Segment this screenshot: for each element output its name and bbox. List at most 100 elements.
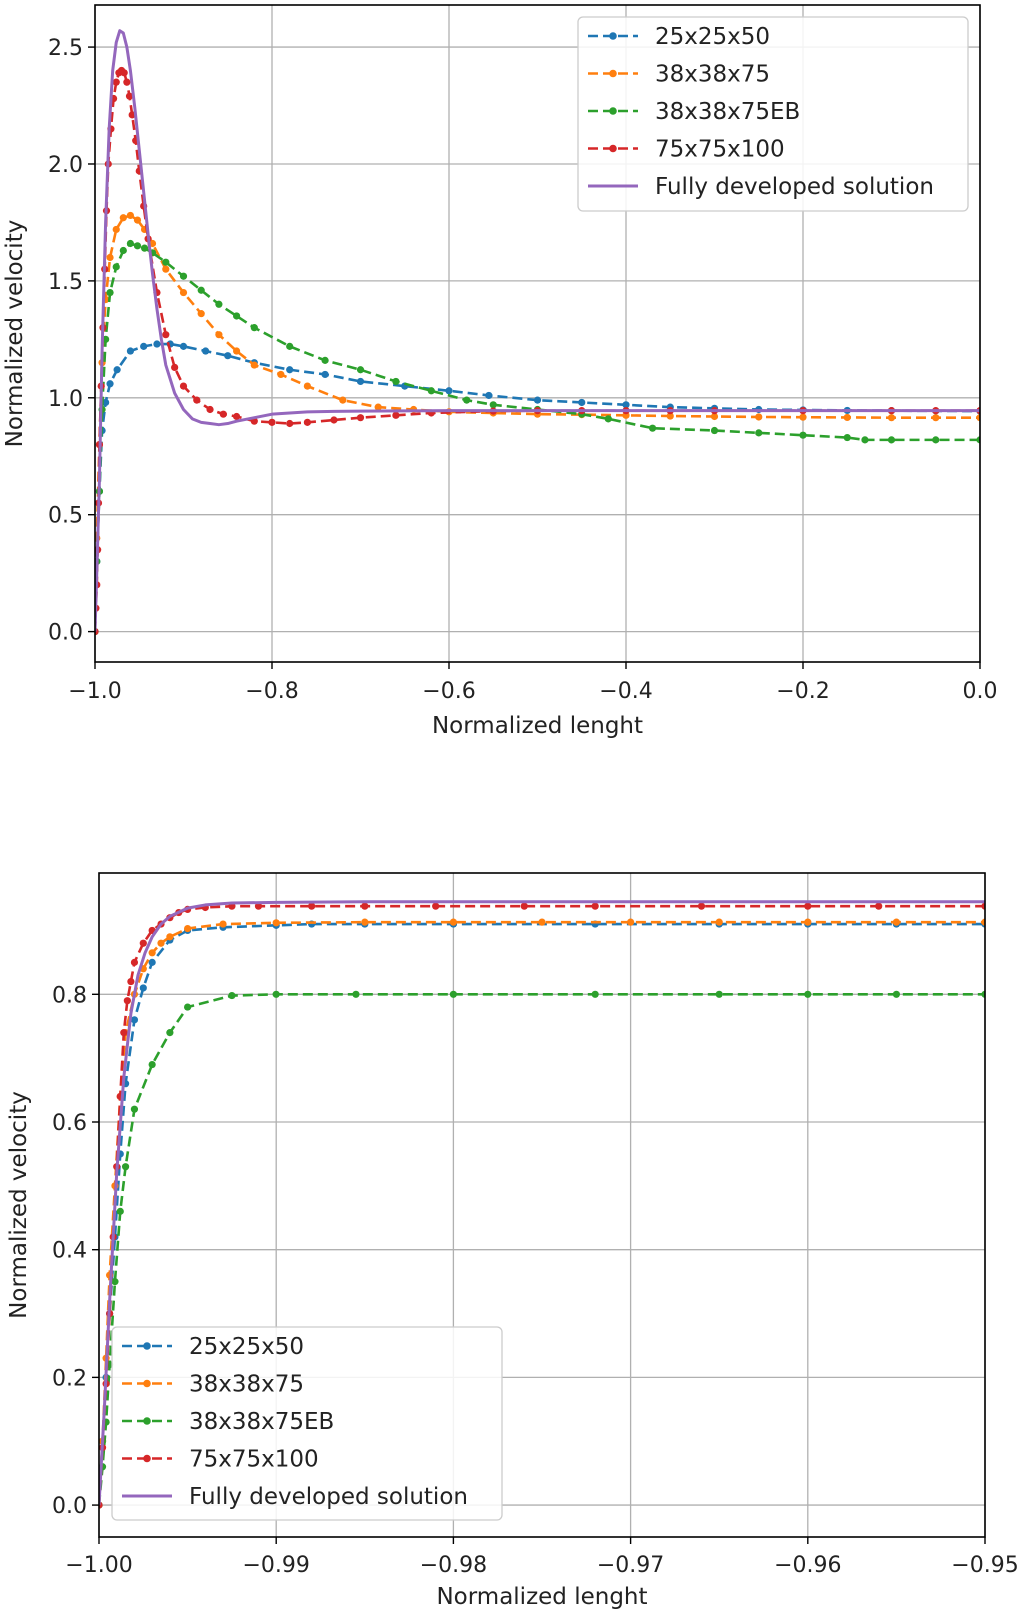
data-point-25x25x50 <box>578 398 586 407</box>
data-point-38x38x75 <box>233 347 241 355</box>
data-point-75x75x100 <box>981 902 985 910</box>
data-point-38x38x75eb <box>119 246 127 255</box>
x-tick-label: −0.95 <box>951 1553 1018 1578</box>
legend-item-25x25x50: 25x25x50 <box>588 24 770 50</box>
data-point-38x38x75 <box>162 265 170 273</box>
axes-frame <box>98 872 986 1538</box>
data-point-38x38x75 <box>892 918 901 926</box>
legend-marker <box>143 1379 151 1388</box>
y-tick-label: 0.0 <box>52 1494 87 1519</box>
data-point-38x38x75eb <box>140 244 149 252</box>
x-axis-label: Normalized lenght <box>436 1584 647 1610</box>
data-point-38x38x75eb <box>799 431 807 439</box>
data-point-38x38x75 <box>449 918 457 926</box>
y-tick-label: 0.5 <box>48 504 83 529</box>
data-point-75x75x100 <box>361 902 369 910</box>
legend-label: 25x25x50 <box>655 24 770 50</box>
data-point-75x75x100 <box>125 92 134 100</box>
x-axis-label: Normalized lenght <box>432 713 643 739</box>
data-point-38x38x75eb <box>932 436 940 444</box>
data-point-38x38x75 <box>538 918 546 926</box>
data-point-38x38x75eb <box>804 990 812 998</box>
data-point-38x38x75 <box>303 382 311 390</box>
data-point-75x75x100 <box>591 902 599 910</box>
data-point-38x38x75 <box>666 412 674 420</box>
data-point-38x38x75eb <box>166 1029 174 1037</box>
legend-box <box>111 1326 503 1521</box>
data-point-75x75x100 <box>392 411 400 419</box>
y-tick-label: 2.0 <box>48 153 83 178</box>
data-point-38x38x75eb <box>489 401 497 409</box>
data-point-38x38x75eb <box>286 342 294 350</box>
data-point-75x75x100 <box>520 902 528 910</box>
series-group <box>95 29 980 636</box>
data-point-75x75x100 <box>356 414 365 422</box>
data-point-38x38x75eb <box>861 436 869 444</box>
data-point-25x25x50 <box>179 342 188 350</box>
x-tick-label: −0.6 <box>422 679 475 704</box>
y-tick-label: 0.8 <box>52 983 87 1008</box>
data-point-38x38x75eb <box>427 387 435 395</box>
data-point-38x38x75 <box>887 414 896 422</box>
data-point-75x75x100 <box>123 78 131 86</box>
data-point-38x38x75eb <box>321 356 329 364</box>
data-point-75x75x100 <box>432 902 440 910</box>
series-line-25x25x50 <box>95 342 980 632</box>
x-tick-label: −0.8 <box>245 679 298 704</box>
legend-label: 75x75x100 <box>189 1447 319 1473</box>
legend: 25x25x50 38x38x75 38x38x75EB 75x75x100 Fully… <box>111 1326 503 1521</box>
data-point-38x38x75eb <box>228 991 236 1000</box>
data-point-38x38x75 <box>272 919 280 927</box>
x-tick-label: −0.97 <box>597 1553 664 1578</box>
data-point-25x25x50 <box>153 340 161 348</box>
data-point-25x25x50 <box>321 370 329 379</box>
x-tick-label: −1.0 <box>68 679 121 704</box>
data-point-38x38x75 <box>710 412 719 421</box>
data-point-38x38x75 <box>339 396 347 404</box>
x-tick-label: −0.99 <box>242 1553 309 1578</box>
data-point-75x75x100 <box>179 382 188 390</box>
x-tick-label: −0.4 <box>599 679 652 704</box>
data-point-75x75x100 <box>697 902 706 910</box>
x-tick-label: −0.2 <box>776 679 829 704</box>
data-point-38x38x75 <box>250 361 258 369</box>
axes-frame <box>94 4 981 663</box>
data-point-38x38x75 <box>277 370 285 379</box>
data-point-38x38x75eb <box>352 990 360 998</box>
legend-item-fully-developed-solution: Fully developed solution <box>122 1484 468 1510</box>
data-point-75x75x100 <box>233 412 241 421</box>
data-point-75x75x100 <box>120 1029 128 1037</box>
data-point-38x38x75eb <box>463 396 471 404</box>
series-line-fully-developed-solution <box>99 900 985 1506</box>
data-point-75x75x100 <box>219 410 227 418</box>
data-point-25x25x50 <box>113 366 121 374</box>
chart-velocity-near-wall: −1.00 −0.99 −0.98 −0.97 −0.96 −0.95 0.0 0.2 0.4 0… <box>6 872 1019 1610</box>
legend-label: 75x75x100 <box>655 137 785 163</box>
data-point-38x38x75eb <box>121 1163 130 1171</box>
legend-marker <box>609 32 617 40</box>
data-point-25x25x50 <box>485 391 493 400</box>
y-axis-label: Normalized velocity <box>6 1091 32 1319</box>
data-point-38x38x75eb <box>591 990 599 998</box>
data-point-38x38x75 <box>148 949 156 957</box>
data-point-38x38x75 <box>126 211 134 220</box>
data-point-38x38x75 <box>179 288 188 297</box>
data-point-38x38x75eb <box>392 377 400 386</box>
data-point-38x38x75 <box>197 310 205 318</box>
data-point-38x38x75eb <box>250 324 258 332</box>
data-point-38x38x75eb <box>162 258 170 266</box>
data-point-38x38x75 <box>374 403 382 411</box>
data-point-38x38x75eb <box>356 366 365 374</box>
data-point-38x38x75eb <box>976 436 980 444</box>
data-point-38x38x75eb <box>648 424 657 432</box>
data-point-75x75x100 <box>162 331 170 339</box>
legend-box <box>577 16 969 212</box>
legend-label: 38x38x75 <box>189 1372 304 1398</box>
data-point-38x38x75 <box>976 414 980 422</box>
data-point-38x38x75 <box>184 924 192 933</box>
y-tick-label: 1.5 <box>48 270 83 295</box>
data-point-38x38x75 <box>157 939 165 947</box>
legend-label: 38x38x75EB <box>655 99 800 125</box>
data-point-75x75x100 <box>330 416 338 424</box>
